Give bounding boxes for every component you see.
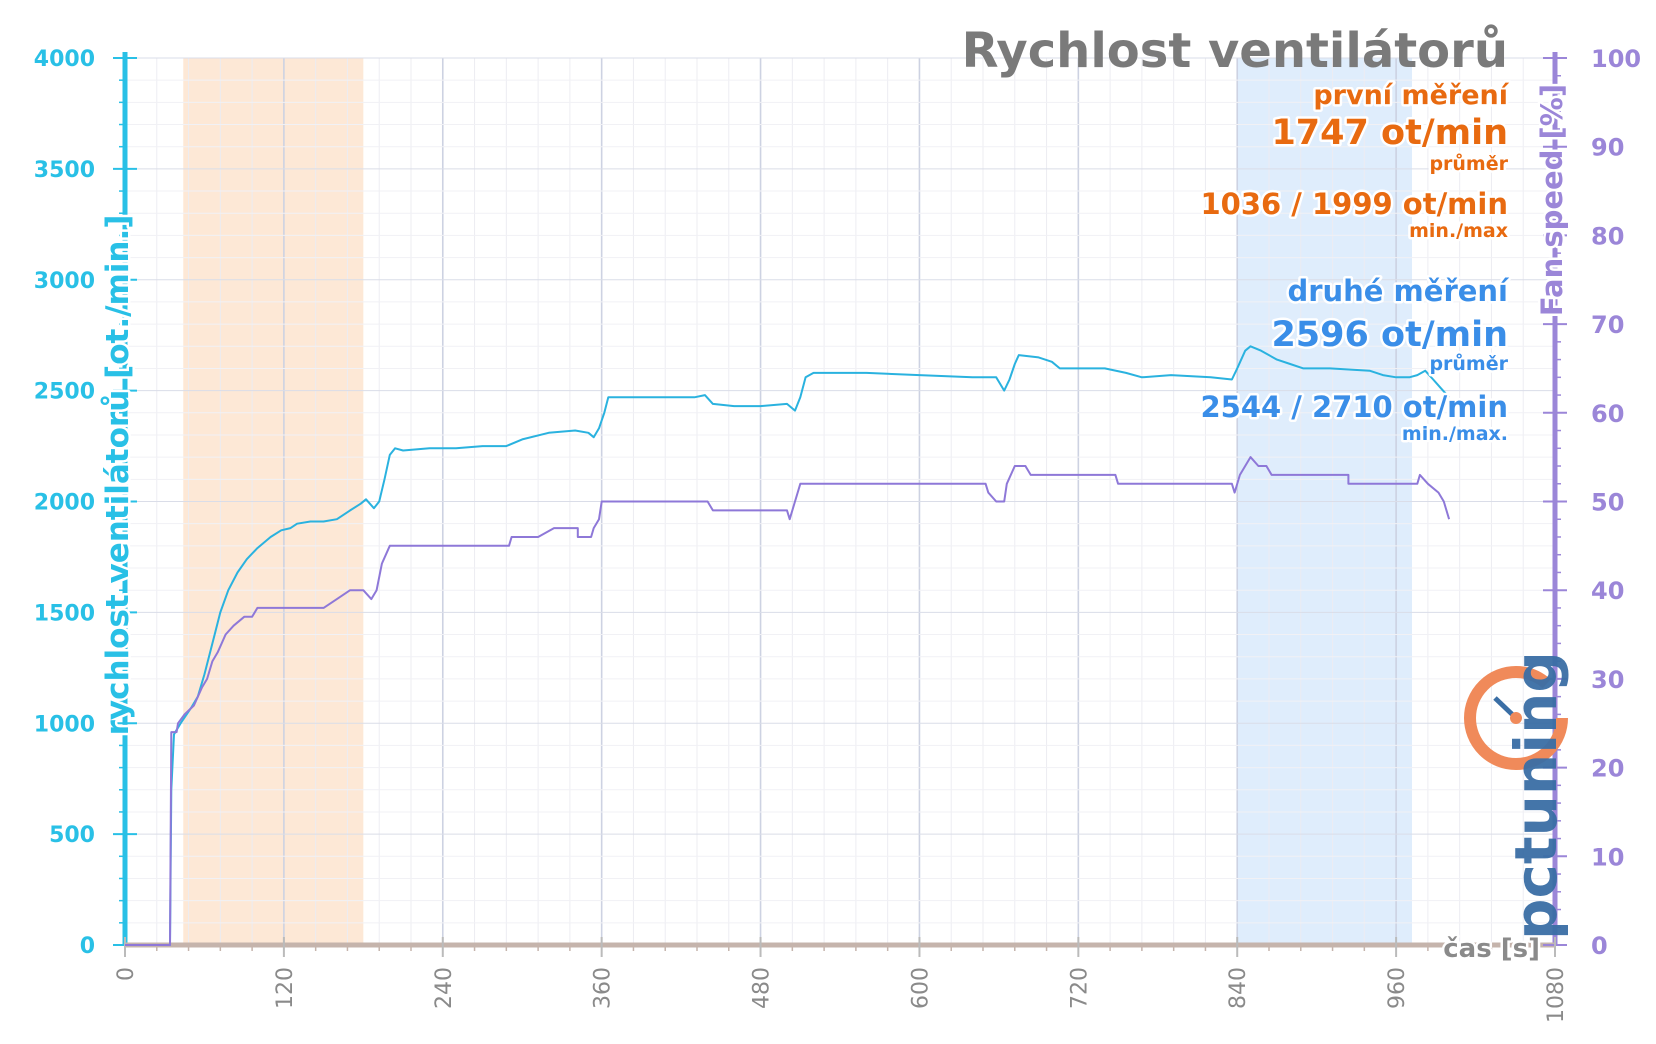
right-tick-label: 10	[1591, 843, 1624, 871]
right-tick-label: 30	[1591, 666, 1624, 694]
x-tick-label: 120	[273, 967, 298, 1009]
left-tick-label: 4000	[34, 47, 95, 72]
logo-gauge-ring	[1464, 666, 1568, 770]
logo-text: pctuning	[1502, 651, 1570, 940]
x-tick-label: 840	[1226, 967, 1251, 1009]
logo-gauge-hub	[1510, 712, 1522, 724]
right-tick-label: 40	[1591, 577, 1624, 605]
x-axis-label: čas [s]	[1443, 934, 1540, 964]
x-tick-label: 600	[908, 967, 933, 1009]
second-measurement-range-caption: min./max.	[1402, 423, 1508, 445]
gridlines	[124, 57, 1556, 946]
first-measurement-average-caption: průměr	[1429, 152, 1508, 175]
left-tick-label: 1000	[34, 712, 95, 737]
left-tick-label: 2000	[34, 491, 95, 516]
left-axis-label: rychlost ventilátorů [ot./min.]	[100, 215, 136, 736]
x-tick-label: 1080	[1544, 967, 1569, 1023]
second-measurement-average: 2596 ot/min	[1271, 315, 1508, 355]
first-measurement-range: 1036 / 1999 ot/min	[1201, 187, 1509, 221]
first-measurement-label: první měření	[1313, 80, 1509, 111]
x-tick-label: 480	[750, 967, 775, 1009]
x-tick-label: 960	[1385, 967, 1410, 1009]
tick-labels: 0500100015002000250030003500400001020304…	[34, 45, 1641, 1023]
right-axis-label: Fan speed [%]	[1535, 84, 1569, 316]
left-tick-label: 2500	[34, 380, 95, 405]
left-tick-label: 1500	[34, 601, 95, 626]
axes	[113, 52, 1567, 957]
left-tick-label: 0	[80, 934, 95, 959]
x-tick-label: 240	[432, 967, 457, 1009]
x-tick-label: 0	[114, 967, 139, 981]
first-measurement-range-caption: min./max	[1409, 220, 1508, 242]
right-tick-label: 80	[1591, 222, 1624, 250]
right-tick-label: 60	[1591, 400, 1624, 428]
right-tick-label: 70	[1591, 311, 1624, 339]
right-tick-label: 0	[1591, 932, 1608, 960]
left-tick-label: 3000	[34, 269, 95, 294]
second-measurement-average-caption: průměr	[1429, 352, 1508, 375]
second-measurement-label: druhé měření	[1287, 274, 1510, 308]
right-tick-label: 100	[1591, 45, 1641, 73]
x-tick-label: 720	[1067, 967, 1092, 1009]
left-tick-label: 3500	[34, 158, 95, 183]
right-tick-label: 20	[1591, 755, 1624, 783]
right-tick-label: 90	[1591, 134, 1624, 162]
first-measurement-average: 1747 ot/min	[1271, 113, 1508, 153]
pctuning-logo: pctuning	[1464, 651, 1570, 940]
right-tick-label: 50	[1591, 489, 1624, 517]
percent-series-line	[125, 456, 1451, 946]
second-measurement-range: 2544 / 2710 ot/min	[1201, 390, 1509, 424]
chart-title: Rychlost ventilátorů	[962, 23, 1508, 79]
x-tick-label: 360	[591, 967, 616, 1009]
rpm-series-line	[125, 345, 1450, 946]
series-lines	[125, 345, 1451, 946]
left-tick-label: 500	[49, 823, 95, 848]
